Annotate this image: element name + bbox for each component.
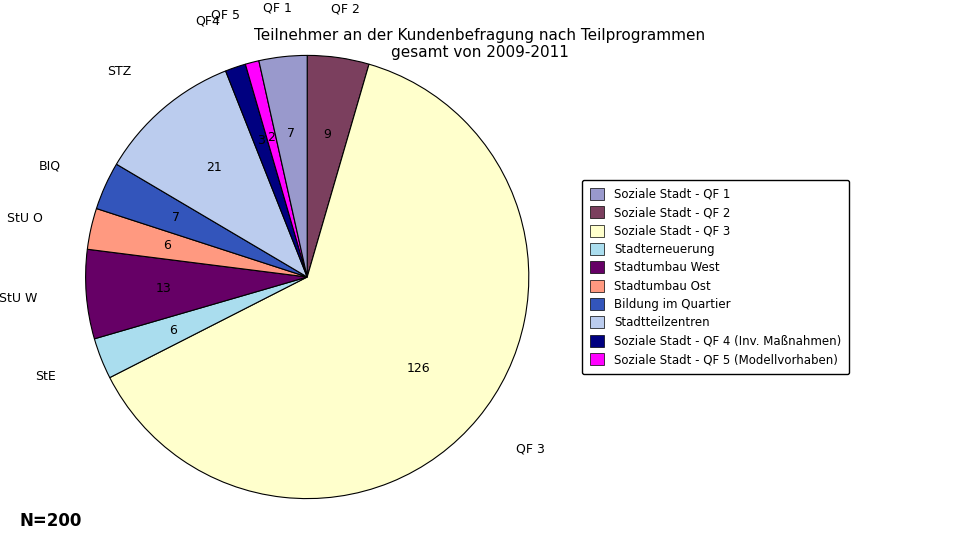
Text: QF 2: QF 2 <box>331 3 360 16</box>
Legend: Soziale Stadt - QF 1, Soziale Stadt - QF 2, Soziale Stadt - QF 3, Stadterneuerun: Soziale Stadt - QF 1, Soziale Stadt - QF… <box>582 179 850 375</box>
Text: N=200: N=200 <box>19 512 82 530</box>
Text: STZ: STZ <box>108 65 132 78</box>
Text: 9: 9 <box>324 128 331 141</box>
Text: 3: 3 <box>256 134 265 147</box>
Wedge shape <box>116 71 307 277</box>
Text: 126: 126 <box>406 362 430 375</box>
Wedge shape <box>109 64 529 499</box>
Text: 2: 2 <box>268 131 276 144</box>
Text: 7: 7 <box>172 211 180 224</box>
Text: StU W: StU W <box>0 292 37 305</box>
Text: StE: StE <box>36 370 56 383</box>
Text: Teilnehmer an der Kundenbefragung nach Teilprogrammen
gesamt von 2009-2011: Teilnehmer an der Kundenbefragung nach T… <box>254 28 706 60</box>
Wedge shape <box>259 55 307 277</box>
Text: 6: 6 <box>162 239 171 252</box>
Wedge shape <box>87 208 307 277</box>
Text: QF 1: QF 1 <box>263 2 292 15</box>
Wedge shape <box>96 164 307 277</box>
Text: StU O: StU O <box>8 212 43 224</box>
Wedge shape <box>246 61 307 277</box>
Text: QF 3: QF 3 <box>516 443 544 456</box>
Text: BIQ: BIQ <box>38 159 60 172</box>
Wedge shape <box>85 249 307 339</box>
Text: 6: 6 <box>169 324 178 336</box>
Text: QF4: QF4 <box>195 15 220 28</box>
Text: 7: 7 <box>287 127 296 140</box>
Wedge shape <box>226 64 307 277</box>
Wedge shape <box>307 55 369 277</box>
Text: 21: 21 <box>205 161 222 174</box>
Text: QF 5: QF 5 <box>211 9 240 22</box>
Wedge shape <box>94 277 307 378</box>
Text: 13: 13 <box>156 282 172 295</box>
